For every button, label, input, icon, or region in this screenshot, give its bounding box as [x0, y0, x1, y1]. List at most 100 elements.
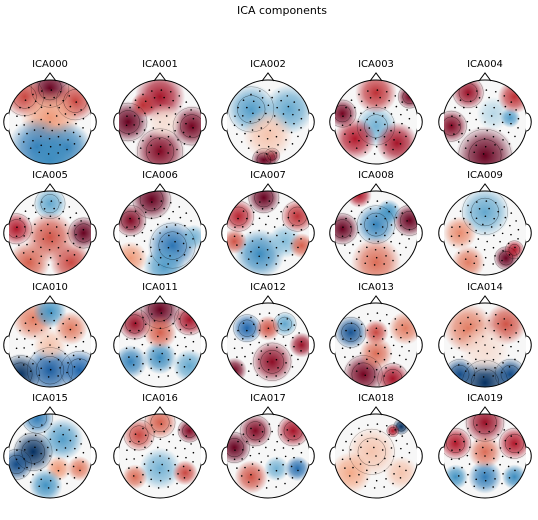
- sensor-dot: [246, 329, 248, 332]
- sensor-dot: [499, 463, 501, 466]
- figure-title: ICA components: [237, 4, 327, 17]
- sensor-dot: [258, 118, 260, 121]
- sensor-dot: [297, 246, 299, 249]
- sensor-dot: [126, 338, 128, 340]
- sensor-dot: [265, 335, 267, 338]
- sensor-dot: [261, 431, 264, 433]
- sensor-dot: [408, 461, 410, 463]
- topomap-field: [226, 191, 310, 275]
- sensor-dot: [126, 449, 128, 451]
- sensor-dot: [132, 364, 135, 366]
- sensor-dot: [258, 358, 260, 361]
- sensor-dot: [16, 226, 18, 228]
- sensor-dot: [357, 120, 360, 123]
- sensor-dot: [169, 90, 172, 93]
- sensor-dot: [165, 338, 168, 340]
- sensor-dot: [287, 328, 290, 331]
- sensor-dot: [373, 446, 375, 449]
- sensor-dot: [514, 135, 516, 138]
- topomap-field: [226, 414, 310, 498]
- sensor-dot: [157, 446, 159, 449]
- sensor-dot: [484, 121, 486, 123]
- sensor-dot: [189, 246, 191, 249]
- sensor-dot: [392, 482, 394, 485]
- sensor-dot: [341, 235, 344, 238]
- sensor-dot: [517, 117, 520, 120]
- sensor-dot: [59, 90, 62, 93]
- sensor-dot: [23, 124, 25, 126]
- right-ear-shape: [308, 112, 315, 132]
- sensor-dot: [350, 210, 353, 212]
- sensor-dot: [40, 135, 42, 138]
- sensor-dot: [53, 430, 55, 433]
- sensor-dot: [240, 475, 243, 477]
- sensor-dot: [41, 424, 43, 426]
- sensor-dot: [169, 313, 172, 316]
- topomap-ica010: ICA010: [3, 282, 97, 388]
- sensor-dot: [504, 328, 507, 331]
- component-label: ICA012: [250, 282, 286, 293]
- sensor-dot: [369, 97, 372, 99]
- sensor-dot: [392, 259, 394, 262]
- sensor-dot: [47, 223, 49, 226]
- sensor-dot: [485, 200, 488, 202]
- sensor-dot: [82, 451, 85, 454]
- sensor-dot: [68, 206, 71, 208]
- sensor-dot: [457, 252, 460, 254]
- sensor-dot: [488, 430, 490, 433]
- sensor-dot: [23, 338, 26, 340]
- sensor-dot: [47, 335, 49, 338]
- sensor-dot: [375, 327, 378, 330]
- sensor-dot: [153, 208, 156, 210]
- nose-shape: [478, 183, 492, 193]
- sensor-dot: [454, 106, 456, 109]
- sensor-dot: [19, 106, 21, 109]
- sensor-dot: [507, 131, 510, 134]
- sensor-dot: [24, 433, 27, 435]
- sensor-dot: [168, 106, 170, 109]
- sensor-dot: [47, 376, 50, 378]
- sensor-dot: [499, 336, 502, 338]
- sensor-dot: [510, 456, 512, 459]
- topomap-ica012: ICA012: [221, 282, 315, 388]
- topomap-ica006: ICA006: [113, 170, 207, 276]
- sensor-dot: [247, 147, 250, 149]
- sensor-dot: [259, 201, 261, 203]
- sensor-dot: [390, 447, 393, 449]
- sensor-dot: [43, 97, 46, 99]
- sensor-dot: [143, 129, 146, 131]
- sensor-dot: [492, 152, 494, 154]
- sensor-dot: [185, 456, 187, 459]
- sensor-dot: [40, 106, 43, 109]
- sensor-dot: [394, 318, 397, 320]
- sensor-dot: [184, 224, 186, 227]
- nose-shape: [261, 295, 275, 305]
- sensor-dot: [504, 216, 507, 219]
- sensor-dot: [133, 458, 135, 460]
- sensor-dot: [408, 127, 410, 129]
- sensor-dot: [277, 90, 280, 93]
- sensor-dot: [276, 234, 278, 237]
- sensor-dot: [469, 446, 471, 449]
- sensor-dot: [459, 433, 462, 435]
- sensor-dot: [152, 238, 155, 240]
- sensor-dot: [282, 352, 284, 355]
- sensor-dot: [342, 449, 344, 451]
- sensor-dot: [32, 362, 34, 365]
- sensor-dot: [237, 329, 239, 332]
- sensor-dot: [258, 255, 261, 258]
- sensor-dot: [379, 319, 381, 322]
- topomap-ica004: ICA004: [438, 59, 532, 165]
- sensor-dot: [476, 90, 478, 92]
- topomap-field: [118, 303, 202, 387]
- sensor-dot: [58, 457, 60, 460]
- left-ear-shape: [329, 223, 336, 243]
- sensor-dot: [265, 153, 268, 155]
- sensor-dot: [494, 201, 497, 204]
- sensor-dot: [298, 332, 300, 334]
- sensor-dot: [267, 256, 270, 259]
- sensor-dot: [357, 343, 360, 346]
- sensor-dot: [377, 463, 379, 466]
- sensor-dot: [259, 90, 261, 92]
- sensor-dot: [482, 487, 485, 489]
